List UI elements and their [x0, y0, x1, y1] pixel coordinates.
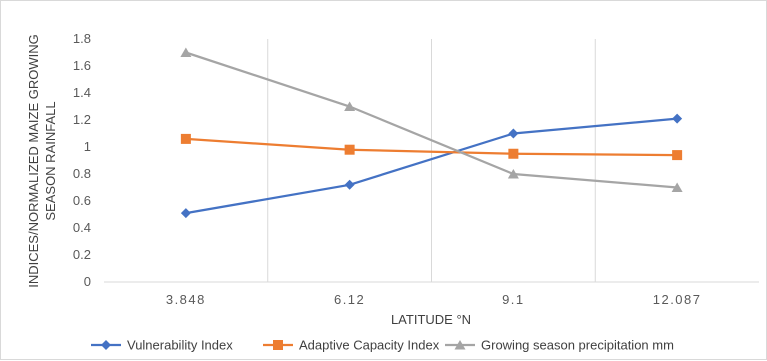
y-tick-label: 0.4: [73, 220, 91, 235]
series-line: [185, 137, 678, 157]
y-tick-label: 0.2: [73, 247, 91, 262]
legend-marker: [454, 340, 466, 350]
y-tick-label: 1.4: [73, 85, 91, 100]
series-line: [185, 117, 678, 215]
series-3: [180, 47, 683, 192]
data-point-marker: [671, 182, 683, 192]
series-line: [185, 51, 678, 189]
x-tick-label: 12.087: [653, 292, 702, 307]
series-2: [180, 133, 683, 161]
legend-marker: [273, 340, 283, 350]
data-point-marker: [180, 133, 191, 144]
x-axis-title: LATITUDE °N: [391, 312, 471, 327]
x-tick-label: 9.1: [502, 292, 525, 307]
legend-label: Vulnerability Index: [127, 338, 233, 353]
gridlines: [267, 39, 596, 282]
legend-item: Growing season precipitation mm: [445, 338, 674, 353]
legend-label: Growing season precipitation mm: [481, 338, 674, 353]
data-point-marker: [508, 128, 519, 139]
data-point-marker: [344, 179, 355, 190]
data-point-marker: [507, 169, 519, 179]
legend-item: Adaptive Capacity Index: [263, 338, 440, 353]
y-axis-title-line-2: SEASON RAINFALL: [43, 101, 58, 220]
data-point-marker: [180, 47, 192, 57]
data-point-marker: [180, 208, 191, 219]
y-tick-label: 1.2: [73, 112, 91, 127]
y-tick-label: 0: [84, 274, 91, 289]
data-point-marker: [672, 113, 683, 124]
data-point-marker: [344, 144, 355, 155]
x-tick-labels: 3.848 6.12 9.1 12.087: [166, 292, 702, 307]
legend-item: Vulnerability Index: [91, 338, 233, 353]
data-point-marker: [344, 101, 356, 111]
y-axis-title-line-1: INDICES/NORMALIZED MAIZE GROWING: [26, 34, 41, 288]
legend-marker: [101, 340, 111, 350]
x-tick-label: 3.848: [166, 292, 206, 307]
legend: Vulnerability Index Adaptive Capacity Ind…: [91, 338, 674, 353]
y-tick-label: 0.6: [73, 193, 91, 208]
data-point-marker: [672, 150, 683, 161]
y-tick-labels: 0 0.2 0.4 0.6 0.8 1 1.2 1.4 1.6 1.8: [73, 31, 91, 289]
y-tick-label: 1.6: [73, 58, 91, 73]
y-tick-label: 1: [84, 139, 91, 154]
series: [180, 47, 683, 219]
series-1: [180, 113, 683, 219]
x-tick-label: 6.12: [334, 292, 365, 307]
y-tick-label: 1.8: [73, 31, 91, 46]
y-tick-label: 0.8: [73, 166, 91, 181]
legend-label: Adaptive Capacity Index: [299, 338, 440, 353]
data-point-marker: [508, 148, 519, 159]
